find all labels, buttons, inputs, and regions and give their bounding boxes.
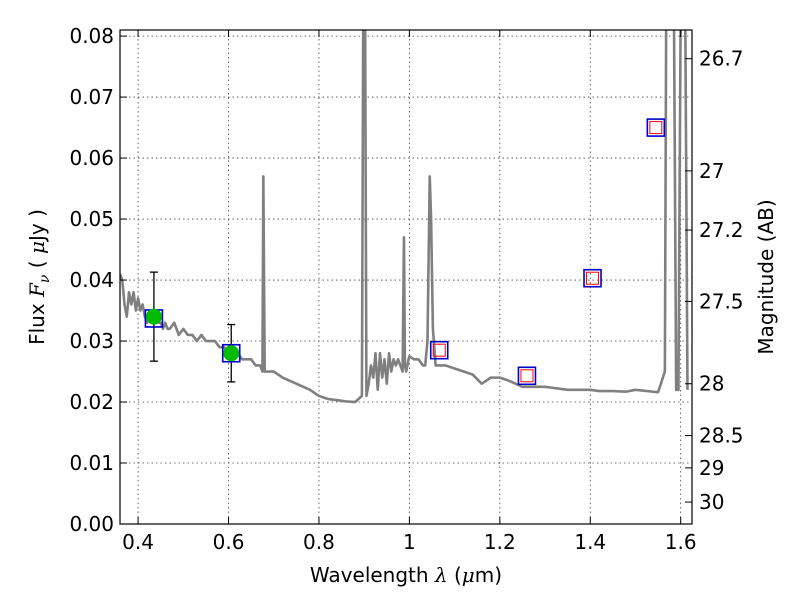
- y2-tick-label: 28: [699, 372, 724, 396]
- sed-model-curve-group: [120, 30, 689, 404]
- y-tick-label: 0.07: [69, 85, 114, 109]
- model-square-marker: [517, 366, 537, 386]
- model-square-marker: [221, 343, 241, 363]
- y2-tick-label: 28.5: [699, 424, 744, 448]
- y-axis-label: Flux Fν ( μJy ): [25, 209, 53, 345]
- y2-axis-label: Magnitude (AB): [754, 199, 778, 354]
- model-square-marker: [429, 340, 449, 360]
- y-tick-label: 0.03: [69, 329, 114, 353]
- x-tick-label: 1.2: [484, 530, 516, 554]
- sed-model-curve: [120, 30, 689, 404]
- y2-tick-label: 27: [699, 159, 724, 183]
- y-tick-label: 0.08: [69, 24, 114, 48]
- model-square-marker: [646, 118, 666, 137]
- marker-group: [144, 118, 666, 386]
- y-tick-label: 0.00: [69, 512, 114, 536]
- y-tick-label: 0.04: [69, 268, 114, 292]
- x-axis-label: Wavelength λ (μm): [310, 563, 502, 587]
- y-tick-label: 0.05: [69, 207, 114, 231]
- x-tick-label: 1.4: [574, 530, 606, 554]
- model-square-marker: [583, 268, 602, 288]
- x-tick-label: 1: [403, 530, 416, 554]
- observed-point: [145, 308, 162, 325]
- y-tick-label: 0.02: [69, 390, 114, 414]
- x-tick-label: 1.6: [665, 530, 697, 554]
- x-tick-label: 0.8: [303, 530, 335, 554]
- y2-tick-label: 30: [699, 490, 724, 514]
- upper-limit-square-marker: [520, 369, 534, 383]
- y-tick-label: 0.06: [69, 146, 114, 170]
- y2-tick-label: 26.7: [699, 47, 744, 71]
- y-tick-label: 0.01: [69, 451, 114, 475]
- x-tick-label: 0.4: [122, 530, 154, 554]
- observed-point: [223, 345, 240, 362]
- plot-frame: [119, 29, 693, 525]
- upper-limit-square-marker: [649, 121, 663, 135]
- y2-tick-label: 27.5: [699, 289, 744, 313]
- y2-tick-label: 29: [699, 456, 724, 480]
- grid-lines: [120, 30, 692, 525]
- axis-ticks: 0.4 0.6 0.8 1 1.2 1.4 1.6 0.00 0.01 0.02 0.03 0.04 0…: [69, 24, 743, 554]
- upper-limit-square-marker: [586, 271, 600, 285]
- upper-limit-square-marker: [432, 343, 446, 357]
- y2-tick-label: 27.2: [699, 218, 744, 242]
- x-tick-label: 0.6: [213, 530, 245, 554]
